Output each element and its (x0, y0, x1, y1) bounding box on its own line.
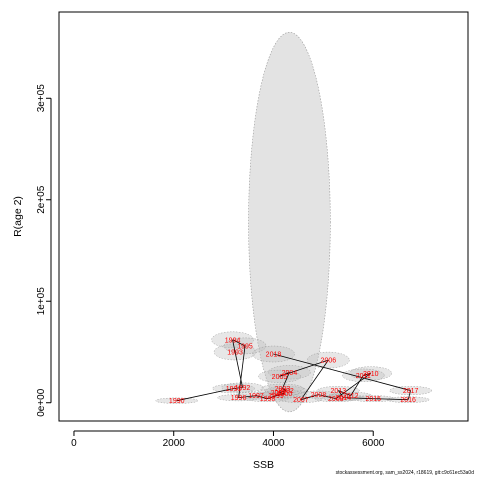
path-segment-1992-1993 (234, 351, 243, 388)
y-tick-label-0e+00: 0e+00 (36, 388, 47, 417)
path-segment-2006-2007 (300, 359, 329, 400)
year-label-2005: 2005 (272, 374, 288, 381)
year-label-1999: 1999 (268, 393, 284, 400)
axes: 0 2000 4000 6000 0e+00 1e+05 2e+05 3e+05 (36, 84, 385, 449)
path-segment-1996-1997 (238, 395, 257, 399)
x-tick-label-2000: 2000 (163, 438, 186, 449)
year-label-2016: 2016 (400, 397, 416, 404)
year-label-2006: 2006 (321, 358, 337, 365)
year-label-2015: 2015 (365, 396, 381, 403)
year-label-2014: 2014 (336, 395, 352, 402)
year-label-1997: 1997 (248, 393, 264, 400)
year-label-1993: 1993 (227, 349, 243, 356)
path-segment-2010-2011 (363, 372, 371, 376)
year-label-1992: 1992 (235, 385, 251, 392)
path-segment-2002-2003 (282, 388, 287, 391)
path-segment-2005-2006 (279, 359, 329, 377)
path-segment-2012-2013 (338, 390, 351, 396)
path-segment-2003-2004 (282, 372, 290, 389)
path-segment-2008-2009 (318, 394, 336, 400)
year-label-2010: 2010 (363, 371, 379, 378)
path-segment-2013-2014 (337, 390, 344, 398)
path-segment-1998-1999 (267, 395, 277, 400)
year-label-2013: 2013 (331, 388, 347, 395)
year-label-1996: 1996 (231, 395, 247, 402)
path-segment-2001-2002 (278, 390, 287, 393)
path-segment-1997-1998 (255, 395, 268, 400)
y-tick-label-3e+05: 3e+05 (36, 84, 47, 113)
year-label-2011: 2011 (356, 373, 371, 380)
year-label-1990: 1990 (169, 398, 185, 405)
year-label-2003: 2003 (275, 386, 291, 393)
plot-frame (58, 11, 469, 422)
year-label-2017: 2017 (403, 388, 419, 395)
year-label-2004: 2004 (282, 370, 298, 377)
year-label-2012: 2012 (343, 393, 359, 400)
y-tick-label-1e+05: 1e+05 (36, 287, 47, 316)
path-segment-2007-2008 (300, 394, 319, 401)
year-label-1991: 1991 (226, 386, 242, 393)
year-label-1994: 1994 (225, 337, 241, 344)
path-segment-2000-2001 (278, 392, 285, 394)
path-segment-1994-1995 (232, 339, 246, 347)
path-segment-1991-1992 (233, 387, 243, 389)
path-segment-2015-2016 (373, 398, 409, 401)
y-axis-title: R(age 2) (12, 196, 24, 237)
path-segment-2011-2012 (350, 375, 364, 396)
year-label-2001: 2001 (271, 390, 287, 397)
path-segment-2017-2018 (273, 353, 411, 391)
path-segment-2016-2017 (407, 390, 412, 400)
x-axis-title: SSB (253, 459, 274, 471)
confidence-ellipses (155, 31, 432, 413)
footer-caption: stockassessment.org, sam_ss2024, r18619,… (335, 470, 474, 476)
path-segment-1999-2000 (275, 393, 285, 397)
year-label-2002: 2002 (278, 388, 294, 395)
path-segment-2014-2015 (343, 397, 374, 400)
path-segment-1993-1994 (232, 339, 236, 353)
year-path (176, 339, 412, 402)
year-label-2008: 2008 (311, 392, 327, 399)
path-segment-2009-2010 (335, 372, 371, 399)
ellipse-overall (248, 31, 331, 413)
y-tick-label-2e+05: 2e+05 (36, 185, 47, 214)
year-label-1998: 1998 (260, 396, 276, 403)
year-label-2000: 2000 (277, 391, 293, 398)
year-label-2018: 2018 (266, 352, 282, 359)
path-segment-1990-1991 (176, 388, 234, 402)
year-label-2009: 2009 (328, 396, 344, 403)
year-label-2007: 2007 (293, 397, 309, 404)
x-tick-label-6000: 6000 (362, 438, 385, 449)
x-tick-label-4000: 4000 (262, 438, 285, 449)
x-tick-label-0: 0 (71, 438, 77, 449)
path-segment-1995-1996 (238, 345, 246, 398)
year-label-1995: 1995 (237, 343, 253, 350)
